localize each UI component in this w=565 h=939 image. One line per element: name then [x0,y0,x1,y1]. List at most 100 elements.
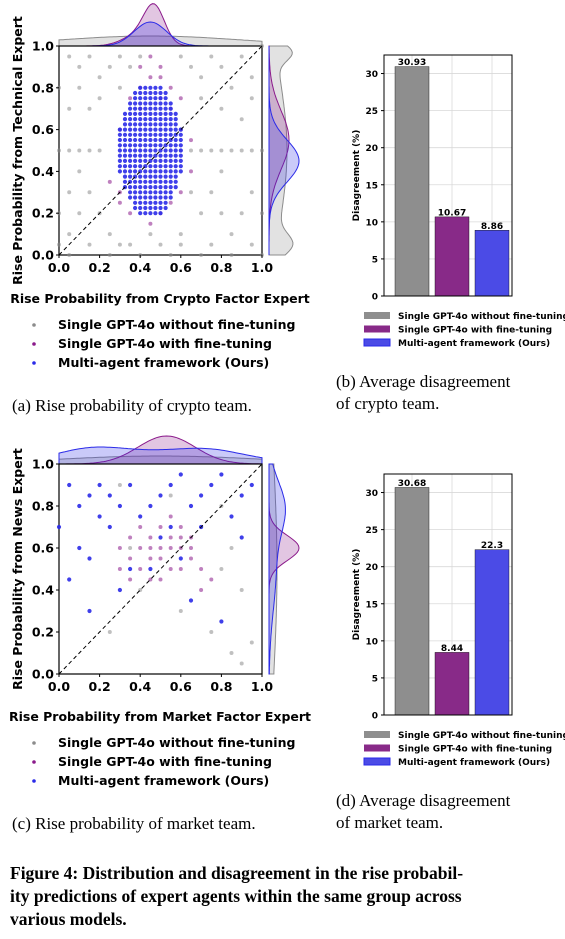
figure-caption-line-3: various models. [10,909,127,929]
data-point [143,205,148,211]
data-point [143,106,148,111]
data-point [107,524,112,530]
data-point [122,158,128,163]
data-point [138,211,143,216]
data-point [163,179,168,184]
data-point [168,535,173,540]
legend-label: Single GPT-4o without fine-tuning [398,731,565,741]
caption-c: (c) Rise probability of market team. [12,814,256,833]
data-point [189,546,193,550]
data-point [199,96,204,101]
legend-label: Single GPT-4o with fine-tuning [58,754,272,769]
caption-d: (d) Average disagreement of market team. [336,790,510,834]
data-point [128,158,133,163]
data-point [163,137,168,143]
data-point [148,106,153,111]
data-point [239,117,244,122]
legend-label: Multi-agent framework (Ours) [58,355,269,370]
data-point [128,101,133,106]
data-point [239,535,244,540]
data-point [117,567,122,571]
data-point [148,75,153,80]
data-point [153,164,158,169]
data-point [158,242,163,247]
data-point [117,137,122,143]
data-point [122,117,128,122]
data-point [107,630,112,634]
data-point [173,179,178,184]
y-tick-label: 0.2 [32,625,54,640]
data-point [260,211,264,216]
data-point [158,143,163,148]
data-point [128,211,133,216]
data-point [168,174,173,179]
data-point [219,148,224,153]
data-point [153,148,158,153]
data-point [133,117,138,122]
data-point [168,185,173,190]
data-point [148,54,153,59]
legend-marker [32,323,36,327]
data-point [133,90,138,96]
data-point [173,117,178,122]
data-point [148,232,153,237]
data-point [239,211,244,216]
y-tick-label: 0.6 [32,122,54,137]
data-point [189,169,193,174]
data-point [163,174,168,179]
data-point [158,101,163,106]
data-point [97,75,102,80]
y-tick-label: 10 [365,637,378,647]
legend-b: Single GPT-4o without fine-tuning Single … [363,312,565,349]
data-point [67,148,72,153]
data-point [122,143,128,148]
legend-marker [32,741,36,745]
x-tick-label: 1.0 [251,260,273,275]
plot-frame-b [383,54,513,297]
data-point [249,242,254,247]
data-point [168,106,173,111]
data-point [117,54,122,59]
data-point [138,195,143,200]
data-point [163,96,168,101]
data-point [143,143,148,148]
data-point [67,577,72,582]
y-axis-label: Rise Probability from Technical Expert [10,16,25,285]
data-point [153,127,158,132]
data-point [158,96,163,101]
data-point [168,122,173,127]
data-point [128,546,133,550]
caption-d-line-2: of market team. [336,813,444,832]
legend-marker [32,760,36,764]
data-point [168,169,173,174]
y-tick-label: 30 [365,70,378,80]
x-tick-label: 0.8 [210,260,232,275]
x-tick-label: 0.2 [89,679,111,694]
y-tick-label: 0.4 [32,583,54,598]
data-point [133,106,138,111]
data-point [128,482,133,488]
data-point [107,179,112,184]
data-point [148,148,153,153]
data-point [168,153,173,158]
data-point [178,232,183,237]
data-point [199,567,204,571]
series-c-1 [117,514,214,592]
figure-caption: Figure 4: Distribution and disagreement … [10,862,558,931]
x-tick-label: 0.6 [170,679,192,694]
data-point [163,190,168,195]
legend-c: Single GPT-4o without fine-tuning Single … [32,735,295,788]
data-point [158,493,163,498]
data-point [153,205,158,211]
data-point [168,143,173,148]
data-point [173,169,178,174]
x-axis-label: Rise Probability from Market Factor Expe… [9,709,311,724]
data-point [87,106,92,111]
data-point [138,200,143,205]
legend-label: Single GPT-4o with fine-tuning [398,745,552,755]
data-point [178,169,183,174]
data-point [209,242,214,247]
y-tick-label: 30 [365,489,378,499]
data-point [249,75,254,80]
data-point [219,211,224,216]
